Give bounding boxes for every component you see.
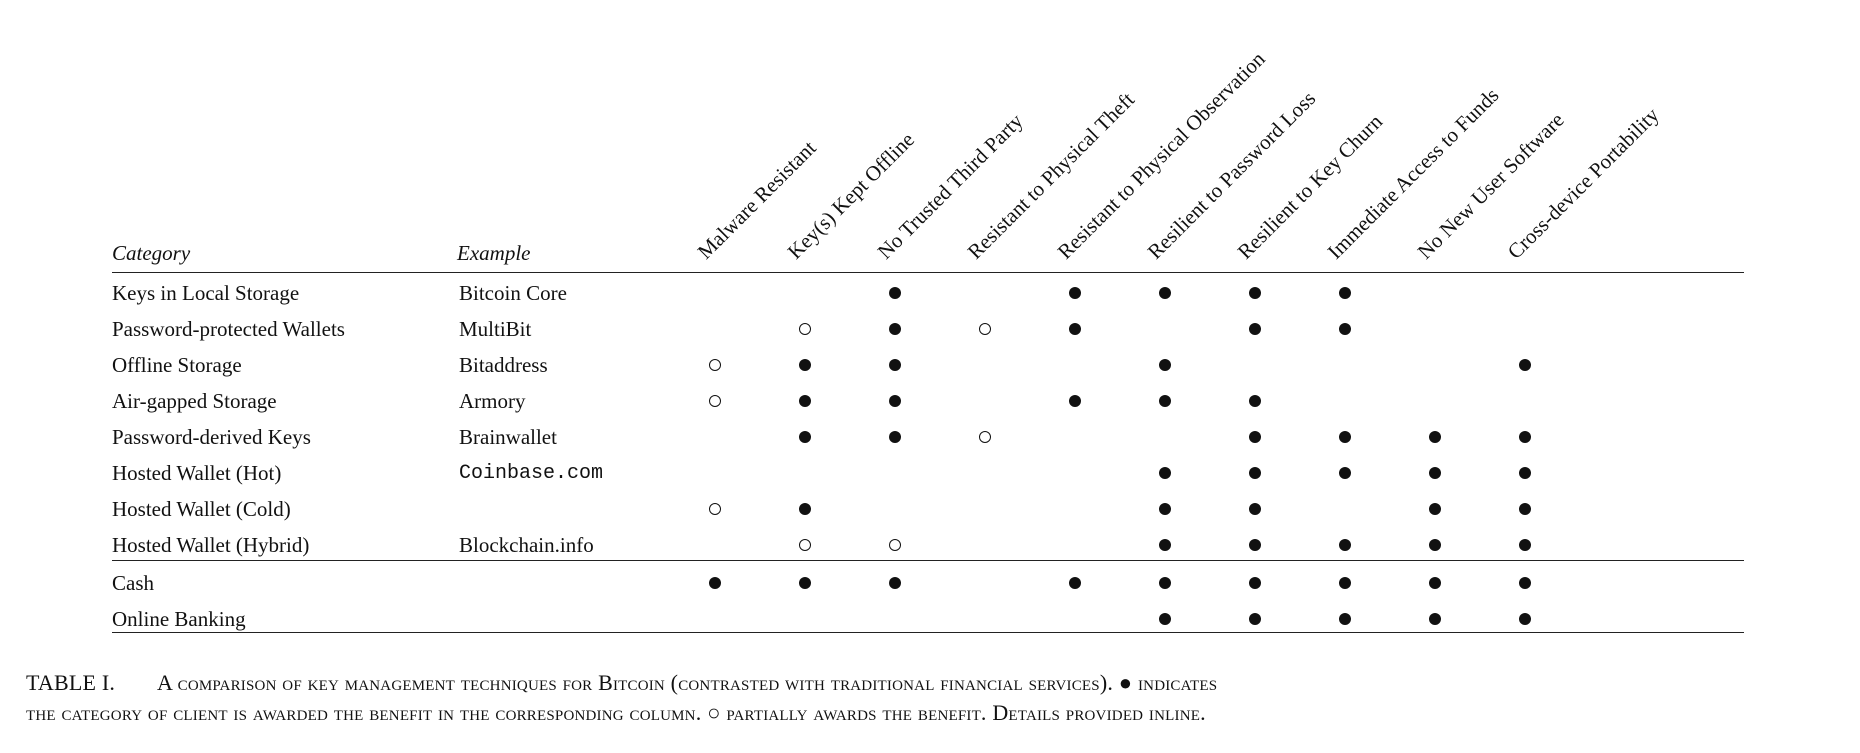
caption-text-2b: partially awards the benefit. Details pr… — [726, 700, 1206, 725]
full-benefit-dot-icon — [1159, 467, 1171, 479]
group-divider-rule — [112, 560, 1744, 561]
full-benefit-dot-icon — [1339, 467, 1351, 479]
partial-benefit-circle-icon — [709, 359, 721, 371]
full-benefit-dot-icon — [799, 395, 811, 407]
example-header: Example — [457, 241, 531, 265]
row-category: Hosted Wallet (Hot) — [112, 461, 282, 485]
row-example: Bitcoin Core — [459, 281, 567, 305]
full-benefit-dot-icon — [1519, 359, 1531, 371]
full-benefit-dot-icon — [1249, 323, 1261, 335]
full-benefit-dot-icon — [1159, 503, 1171, 515]
full-benefit-dot-icon — [1339, 613, 1351, 625]
full-benefit-dot-icon — [1519, 613, 1531, 625]
full-benefit-dot-icon — [1429, 467, 1441, 479]
full-benefit-dot-icon — [1249, 539, 1261, 551]
full-benefit-dot-icon — [1339, 287, 1351, 299]
full-benefit-dot-icon — [889, 577, 901, 589]
full-benefit-dot-icon — [799, 503, 811, 515]
full-benefit-dot-icon — [1519, 431, 1531, 443]
full-benefit-dot-icon — [1069, 287, 1081, 299]
full-benefit-dot-icon — [1429, 503, 1441, 515]
full-benefit-dot-icon — [1519, 467, 1531, 479]
full-benefit-dot-icon — [1249, 467, 1261, 479]
full-benefit-dot-icon — [1159, 613, 1171, 625]
full-benefit-dot-icon — [1429, 577, 1441, 589]
full-benefit-dot-icon — [889, 431, 901, 443]
full-benefit-dot-icon — [889, 359, 901, 371]
full-benefit-dot-icon — [1429, 613, 1441, 625]
row-category: Offline Storage — [112, 353, 242, 377]
row-category: Hosted Wallet (Cold) — [112, 497, 291, 521]
full-benefit-dot-icon — [1249, 613, 1261, 625]
full-benefit-dot-icon — [799, 431, 811, 443]
full-benefit-dot-icon — [1069, 323, 1081, 335]
full-benefit-dot-icon — [1429, 539, 1441, 551]
full-benefit-dot-icon — [1159, 287, 1171, 299]
full-benefit-dot-icon — [709, 577, 721, 589]
row-category: Password-protected Wallets — [112, 317, 345, 341]
row-example: MultiBit — [459, 317, 532, 341]
full-benefit-dot-icon — [889, 323, 901, 335]
bottom-rule — [112, 632, 1744, 633]
full-benefit-dot-icon — [1159, 577, 1171, 589]
row-category: Hosted Wallet (Hybrid) — [112, 533, 310, 557]
row-example: Coinbase.com — [459, 462, 604, 485]
full-benefit-dot-icon — [1249, 503, 1261, 515]
partial-benefit-circle-icon — [799, 539, 811, 551]
row-category: Cash — [112, 571, 154, 595]
row-example: Bitaddress — [459, 353, 548, 377]
partial-benefit-circle-icon — [709, 395, 721, 407]
full-benefit-dot-icon — [799, 359, 811, 371]
column-header-3: Resistant to Physical Theft — [962, 87, 1140, 264]
caption-text-2: the category of client is awarded the be… — [26, 700, 702, 725]
full-benefit-dot-icon — [1159, 539, 1171, 551]
full-benefit-dot-icon — [1339, 539, 1351, 551]
full-benefit-dot-icon — [1069, 395, 1081, 407]
row-example: Armory — [459, 389, 526, 413]
column-header-7: Immediate Access to Funds — [1322, 83, 1504, 264]
partial-circle-icon: ○ — [707, 700, 721, 725]
full-benefit-dot-icon — [1159, 395, 1171, 407]
full-dot-icon: ● — [1118, 670, 1133, 695]
row-category: Online Banking — [112, 607, 246, 631]
partial-benefit-circle-icon — [889, 539, 901, 551]
full-benefit-dot-icon — [1519, 577, 1531, 589]
full-benefit-dot-icon — [889, 395, 901, 407]
full-benefit-dot-icon — [1249, 395, 1261, 407]
column-header-9: Cross-device Portability — [1502, 102, 1664, 264]
full-benefit-dot-icon — [1249, 577, 1261, 589]
row-category: Keys in Local Storage — [112, 281, 300, 305]
partial-benefit-circle-icon — [709, 503, 721, 515]
row-example: Brainwallet — [459, 425, 557, 449]
header-rule — [112, 272, 1744, 273]
full-benefit-dot-icon — [1069, 577, 1081, 589]
full-benefit-dot-icon — [1519, 539, 1531, 551]
full-benefit-dot-icon — [1249, 431, 1261, 443]
caption-text-1b: indicates — [1137, 670, 1218, 695]
row-example: Blockchain.info — [459, 533, 594, 557]
table-caption: TABLE I. A comparison of key management t… — [26, 668, 1836, 728]
column-header-5: Resilient to Password Loss — [1142, 86, 1321, 264]
full-benefit-dot-icon — [799, 577, 811, 589]
caption-line-1: TABLE I. A comparison of key management t… — [26, 668, 1836, 698]
row-category: Password-derived Keys — [112, 425, 311, 449]
full-benefit-dot-icon — [1339, 577, 1351, 589]
full-benefit-dot-icon — [1519, 503, 1531, 515]
full-benefit-dot-icon — [1159, 359, 1171, 371]
full-benefit-dot-icon — [889, 287, 901, 299]
table-label: TABLE I. — [26, 670, 116, 695]
partial-benefit-circle-icon — [799, 323, 811, 335]
row-category: Air-gapped Storage — [112, 389, 277, 413]
caption-line-2: the category of client is awarded the be… — [26, 698, 1836, 728]
category-header: Category — [112, 241, 191, 265]
full-benefit-dot-icon — [1339, 323, 1351, 335]
partial-benefit-circle-icon — [979, 431, 991, 443]
full-benefit-dot-icon — [1249, 287, 1261, 299]
full-benefit-dot-icon — [1339, 431, 1351, 443]
partial-benefit-circle-icon — [979, 323, 991, 335]
caption-text-1: A comparison of key management technique… — [157, 670, 1114, 695]
full-benefit-dot-icon — [1429, 431, 1441, 443]
